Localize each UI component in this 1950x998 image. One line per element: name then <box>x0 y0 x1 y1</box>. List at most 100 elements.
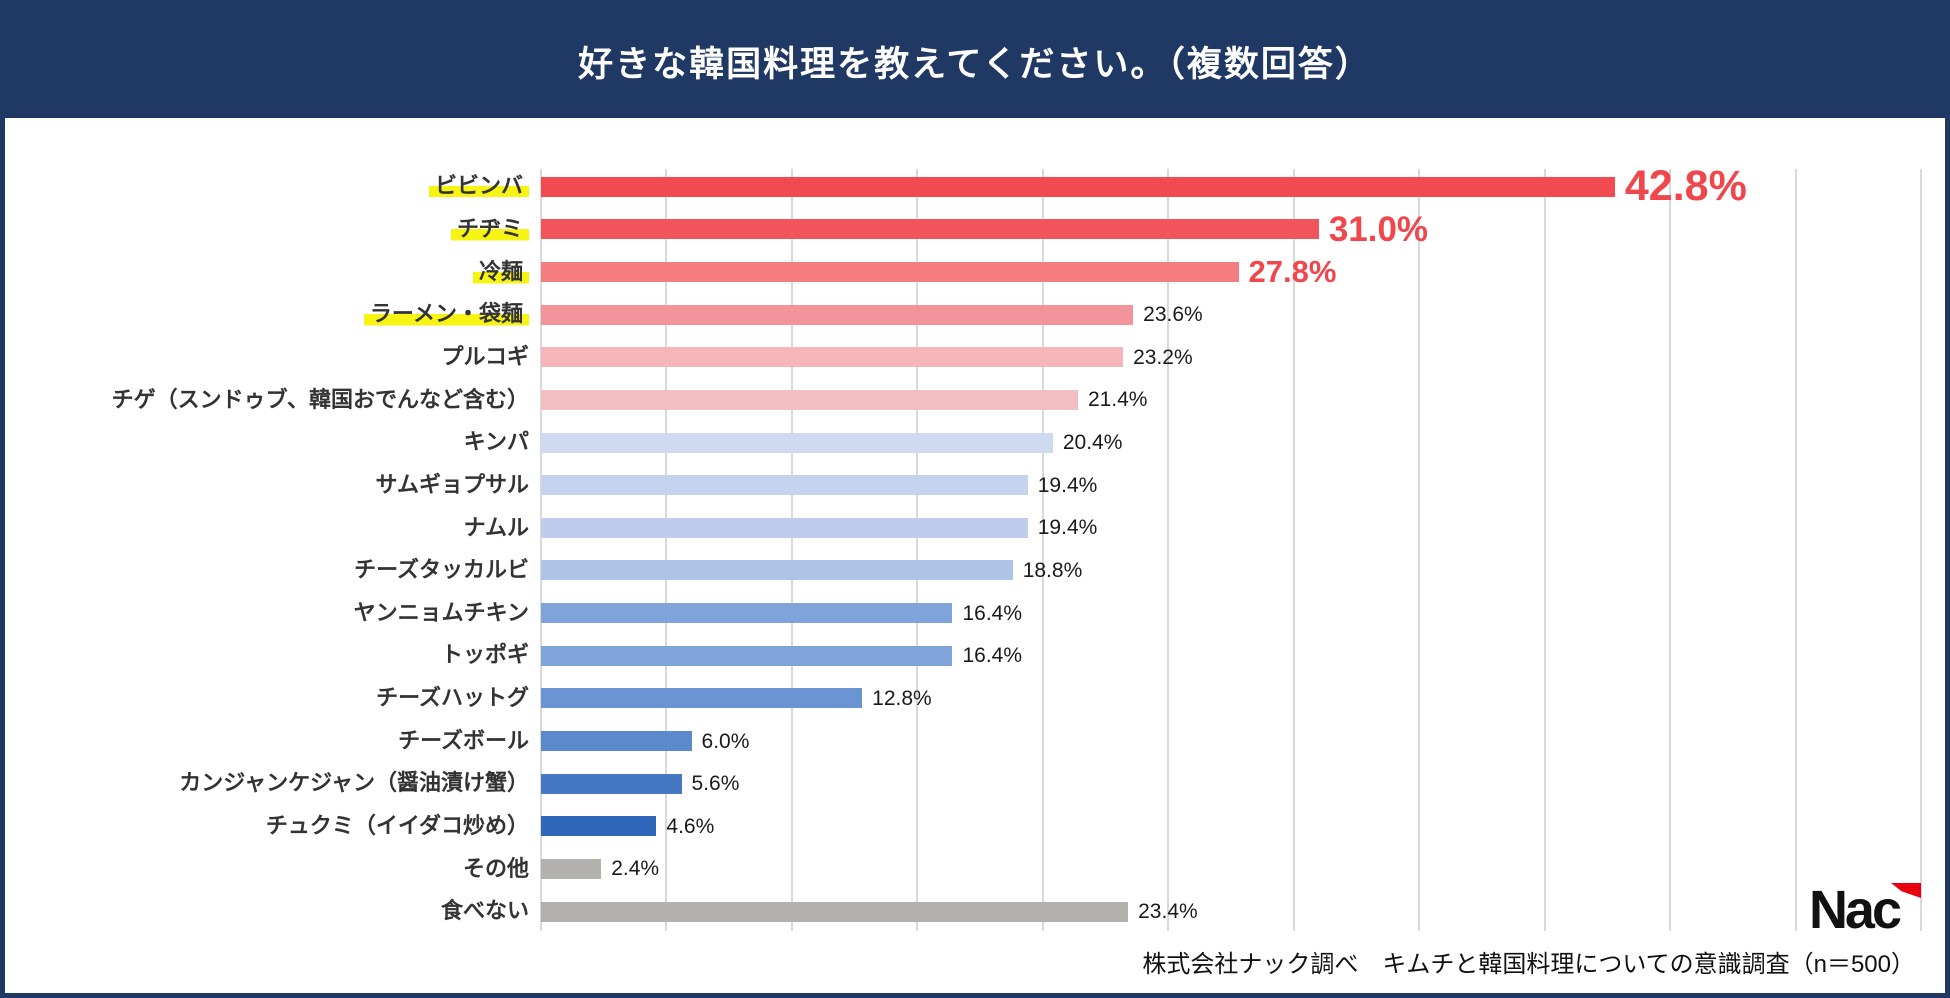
bar-value: 4.6% <box>666 814 715 838</box>
row-label-cell: ヤンニョムチキン <box>5 599 541 628</box>
chart-row: ラーメン・袋麺 23.6% <box>5 293 1945 336</box>
gridline <box>1167 169 1170 931</box>
header-band: 好きな韓国料理を教えてください。（複数回答） <box>5 5 1945 118</box>
chart-row: サムギョプサル 19.4% <box>5 464 1945 507</box>
row-label: チヂミ <box>450 216 529 242</box>
bar <box>541 261 1239 282</box>
gridline <box>540 169 542 931</box>
gridlines <box>540 169 1922 931</box>
row-plot-cell: 21.4% <box>541 389 1921 410</box>
chart-row: チーズボール 6.0% <box>5 720 1945 763</box>
gridline <box>916 169 919 931</box>
row-plot-cell: 16.4% <box>541 645 1921 666</box>
chart-row: ヤンニョムチキン 16.4% <box>5 592 1945 635</box>
bar <box>541 176 1615 197</box>
row-label: ラーメン・袋麺 <box>363 301 529 327</box>
row-plot-cell: 6.0% <box>541 731 1921 752</box>
gridline <box>1669 169 1672 931</box>
bar <box>541 645 953 666</box>
row-plot-cell: 19.4% <box>541 517 1921 538</box>
bar <box>541 773 682 794</box>
row-label: チゲ（スンドゥブ、韓国おでんなど含む） <box>111 386 529 412</box>
bar <box>541 603 953 624</box>
row-plot-cell: 2.4% <box>541 858 1921 879</box>
bar-value: 42.8% <box>1624 162 1747 210</box>
row-label: カンジャンケジャン（醤油漬け蟹） <box>179 770 529 796</box>
row-label-cell: その他 <box>5 855 541 884</box>
bar <box>541 347 1124 368</box>
row-plot-cell: 18.8% <box>541 560 1921 581</box>
row-label-cell: チヂミ <box>5 215 541 244</box>
chart-row: トッポギ 16.4% <box>5 634 1945 677</box>
bar-value: 12.8% <box>872 686 932 710</box>
row-label-cell: 食べない <box>5 897 541 926</box>
row-label: サムギョプサル <box>375 471 529 497</box>
row-plot-cell: 31.0% <box>541 212 1921 247</box>
row-label: ナムル <box>463 514 529 540</box>
row-label: 食べない <box>440 898 529 924</box>
bar-value: 5.6% <box>691 772 740 796</box>
bar <box>541 304 1134 325</box>
source-text: 株式会社ナック調べ キムチと韓国料理についての意識調査（n＝500） <box>1142 951 1915 978</box>
nac-logo: Nac <box>1809 883 1921 937</box>
bar-value: 16.4% <box>962 601 1023 625</box>
bar <box>541 389 1078 410</box>
row-label-cell: カンジャンケジャン（醤油漬け蟹） <box>5 769 541 798</box>
bar-value: 31.0% <box>1328 209 1429 249</box>
gridline <box>790 169 793 931</box>
chart-row: 冷麺 27.8% <box>5 251 1945 294</box>
chart-row: チーズハットグ 12.8% <box>5 677 1945 720</box>
row-label-cell: ラーメン・袋麺 <box>5 300 541 329</box>
row-label: チーズボール <box>398 727 529 753</box>
row-label-cell: プルコギ <box>5 343 541 372</box>
row-plot-cell: 19.4% <box>541 475 1921 496</box>
row-plot-cell: 23.4% <box>541 901 1921 922</box>
bar <box>541 475 1028 496</box>
bar-value: 21.4% <box>1087 388 1148 412</box>
bar <box>541 816 657 837</box>
row-plot-cell: 16.4% <box>541 603 1921 624</box>
page-title: 好きな韓国料理を教えてください。（複数回答） <box>578 45 1372 84</box>
bar-value: 19.4% <box>1037 516 1098 540</box>
bar-value: 6.0% <box>701 729 750 753</box>
gridline <box>1920 169 1922 931</box>
bar-value: 23.2% <box>1133 345 1193 369</box>
row-label-cell: サムギョプサル <box>5 471 541 500</box>
chart-row: 食べない 23.4% <box>5 890 1945 933</box>
chart-row: チゲ（スンドゥブ、韓国おでんなど含む） 21.4% <box>5 379 1945 422</box>
chart-row: チヂミ 31.0% <box>5 208 1945 251</box>
gridline <box>1794 169 1797 931</box>
bar <box>541 731 692 751</box>
row-label-cell: ビビンバ <box>5 172 541 201</box>
gridline <box>1418 169 1421 931</box>
row-label-cell: チーズハットグ <box>5 684 541 713</box>
row-label: トッポギ <box>440 642 529 668</box>
chart-row: チュクミ（イイダコ炒め） 4.6% <box>5 805 1945 848</box>
bar-value: 20.4% <box>1062 431 1123 455</box>
gridline <box>665 169 668 931</box>
gridline <box>1041 169 1044 931</box>
bar-value: 18.8% <box>1022 558 1083 582</box>
row-plot-cell: 20.4% <box>541 432 1921 453</box>
row-label: チーズタッカルビ <box>354 557 529 583</box>
chart-row: カンジャンケジャン（醤油漬け蟹） 5.6% <box>5 762 1945 805</box>
bar-value: 23.4% <box>1138 900 1198 924</box>
row-plot-cell: 23.6% <box>541 304 1921 325</box>
bar <box>541 560 1013 581</box>
bar <box>541 517 1028 538</box>
bar <box>541 688 863 709</box>
bar-value: 23.6% <box>1143 303 1203 327</box>
row-label: その他 <box>462 855 529 881</box>
row-label-cell: 冷麺 <box>5 258 541 287</box>
chart-row: キンパ 20.4% <box>5 421 1945 464</box>
row-label: キンパ <box>463 429 529 455</box>
row-plot-cell: 23.2% <box>541 347 1921 368</box>
bar <box>541 432 1053 453</box>
bar <box>541 858 602 879</box>
row-label-cell: チーズタッカルビ <box>5 556 541 585</box>
bar-value: 27.8% <box>1248 254 1337 290</box>
bar <box>541 219 1319 240</box>
row-label-cell: キンパ <box>5 428 541 457</box>
row-label: チーズハットグ <box>376 685 529 711</box>
row-label-cell: チュクミ（イイダコ炒め） <box>5 812 541 841</box>
